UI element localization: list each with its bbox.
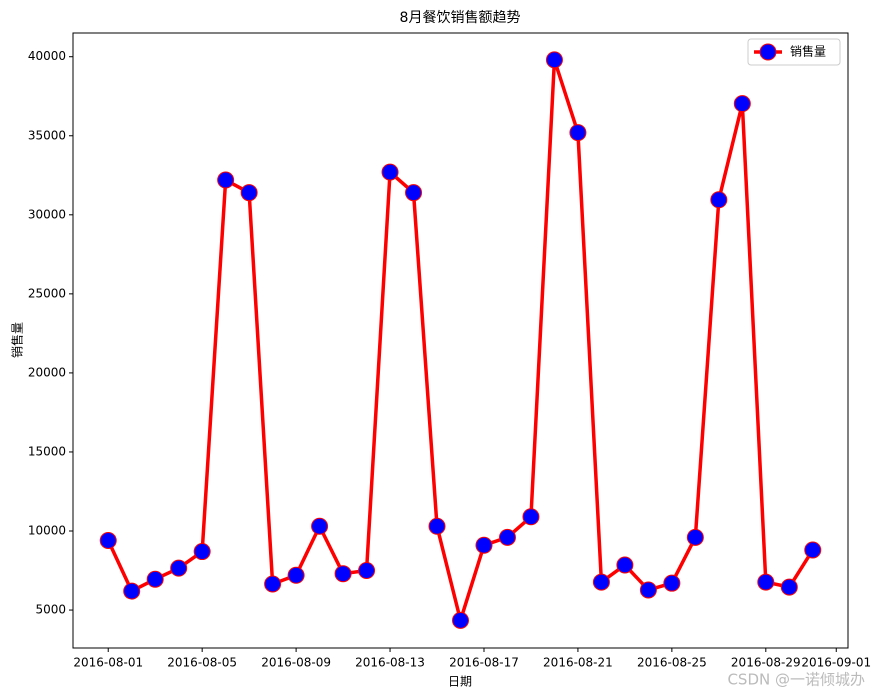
data-point bbox=[358, 562, 376, 580]
x-tick-label: 2016-08-17 bbox=[449, 656, 519, 670]
data-point bbox=[264, 575, 282, 593]
data-point bbox=[99, 531, 117, 549]
x-tick-label: 2016-09-01 bbox=[801, 656, 871, 670]
data-point bbox=[428, 517, 446, 535]
x-tick-label: 2016-08-21 bbox=[543, 656, 613, 670]
y-tick-label: 30000 bbox=[28, 207, 66, 221]
data-point bbox=[663, 574, 681, 592]
plot-frame bbox=[72, 32, 849, 649]
data-point bbox=[334, 565, 352, 583]
data-point bbox=[639, 581, 657, 599]
data-point bbox=[475, 536, 493, 554]
data-point bbox=[710, 191, 728, 209]
data-point bbox=[405, 184, 423, 202]
x-tick-label: 2016-08-13 bbox=[355, 656, 425, 670]
data-point bbox=[311, 517, 329, 535]
y-tick-label: 35000 bbox=[28, 128, 66, 142]
data-point bbox=[522, 508, 540, 526]
y-tick-label: 25000 bbox=[28, 286, 66, 300]
data-point bbox=[498, 528, 516, 546]
y-tick-label: 15000 bbox=[28, 444, 66, 458]
data-point bbox=[616, 556, 634, 574]
data-point bbox=[780, 578, 798, 596]
data-point bbox=[170, 559, 188, 577]
y-axis-label: 销售量 bbox=[10, 322, 25, 358]
y-tick-label: 5000 bbox=[35, 603, 66, 617]
data-point bbox=[381, 163, 399, 181]
x-axis-label: 日期 bbox=[448, 675, 472, 689]
data-point bbox=[592, 573, 610, 591]
chart-title: 8月餐饮销售额趋势 bbox=[400, 10, 521, 26]
x-tick-label: 2016-08-25 bbox=[637, 656, 707, 670]
data-point bbox=[686, 528, 704, 546]
data-point bbox=[757, 573, 775, 591]
y-tick-label: 20000 bbox=[28, 365, 66, 379]
data-point bbox=[217, 171, 235, 189]
data-point bbox=[146, 570, 164, 588]
x-tick-label: 2016-08-01 bbox=[73, 656, 143, 670]
data-point bbox=[123, 582, 141, 600]
x-tick-label: 2016-08-29 bbox=[731, 656, 801, 670]
legend-marker bbox=[759, 43, 777, 61]
data-point bbox=[804, 541, 822, 559]
data-point bbox=[545, 51, 563, 69]
data-point bbox=[240, 184, 258, 202]
legend-label: 销售量 bbox=[790, 44, 826, 59]
watermark: CSDN @一诺倾城办 bbox=[727, 671, 865, 689]
y-tick-label: 40000 bbox=[28, 49, 66, 63]
x-tick-label: 2016-08-05 bbox=[167, 656, 237, 670]
data-point bbox=[452, 611, 469, 629]
data-point bbox=[569, 124, 587, 142]
x-tick-label: 2016-08-09 bbox=[261, 656, 331, 670]
data-point bbox=[733, 95, 751, 113]
data-point bbox=[287, 566, 305, 584]
data-point bbox=[193, 543, 211, 561]
series-line bbox=[106, 58, 815, 623]
y-tick-label: 10000 bbox=[28, 524, 66, 538]
